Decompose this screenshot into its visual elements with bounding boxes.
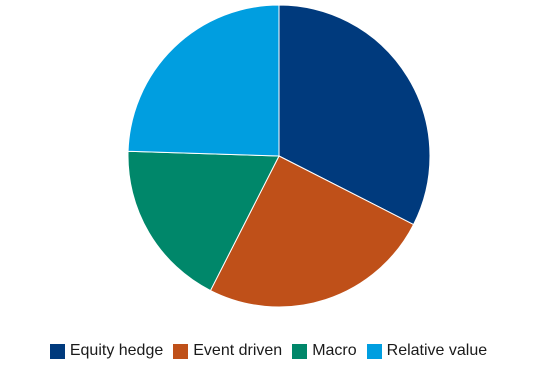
pie-slice-event-driven [209,155,415,308]
legend-swatch [366,343,382,359]
legend-item-event-driven: Event driven [173,342,282,360]
pie-slice-macro [127,150,280,292]
legend-swatch [49,343,65,359]
legend-swatch [292,343,308,359]
legend-label: Relative value [386,342,488,359]
legend-label: Equity hedge [69,342,164,359]
legend-label: Event driven [193,342,283,359]
legend-item-macro: Macro [292,342,357,360]
pie-slice-equity-hedge [278,4,431,226]
pie-slice-relative-value [127,4,280,157]
chart-legend: Equity hedge Event driven Macro Relative… [0,342,537,360]
pie-slices [127,4,431,308]
legend-swatch [173,343,189,359]
legend-label: Macro [312,342,357,359]
legend-item-relative-value: Relative value [366,342,488,360]
legend-item-equity-hedge: Equity hedge [49,342,164,360]
